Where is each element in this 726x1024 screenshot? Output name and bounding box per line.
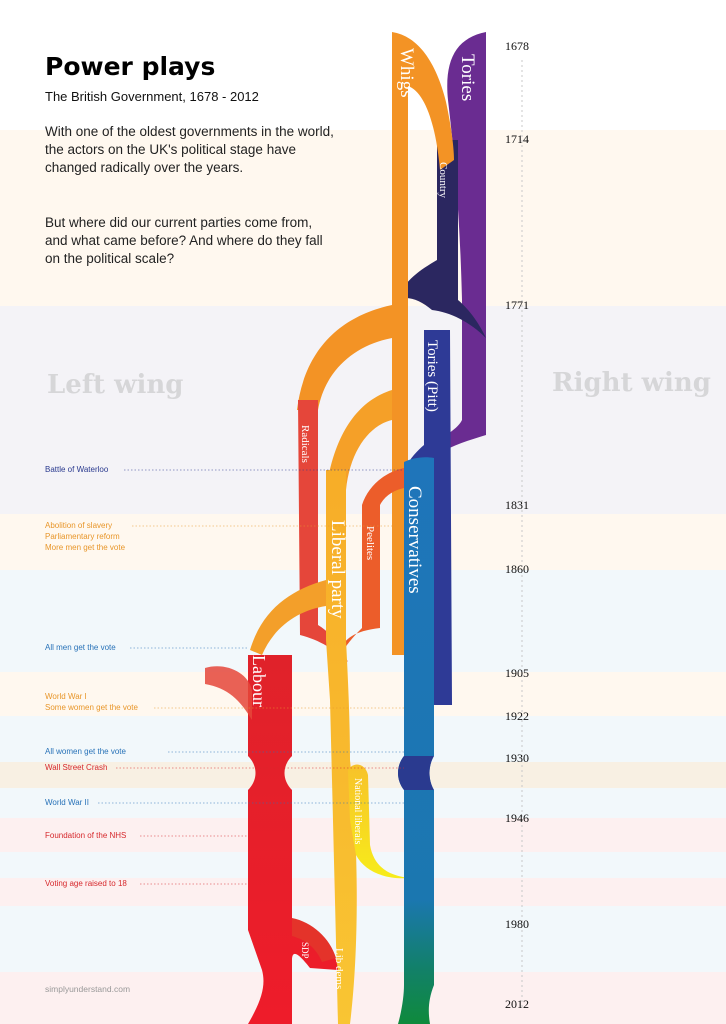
year-label: 1678 bbox=[505, 39, 529, 53]
party-label-peelites: Peelites bbox=[364, 526, 376, 560]
page-title: Power plays bbox=[45, 52, 216, 81]
conservatives-pinch bbox=[398, 756, 434, 790]
era-band bbox=[0, 716, 726, 762]
year-label: 1714 bbox=[505, 132, 529, 146]
event-world-war-2: World War II bbox=[45, 798, 90, 807]
era-band bbox=[0, 878, 726, 906]
conservatives-stream bbox=[398, 457, 434, 1024]
year-label: 1860 bbox=[505, 562, 529, 576]
party-label-radicals: Radicals bbox=[299, 425, 311, 463]
era-band bbox=[0, 130, 726, 306]
event-battle-of-waterloo: Battle of Waterloo bbox=[45, 465, 109, 474]
page-subtitle: The British Government, 1678 - 2012 bbox=[45, 89, 259, 104]
labour-stream bbox=[248, 655, 338, 1024]
party-label-whigs: Whigs bbox=[396, 48, 417, 98]
country-stream bbox=[396, 140, 486, 338]
source-credit: simplyunderstand.com bbox=[45, 984, 131, 994]
right-wing-label: Right wing bbox=[552, 368, 711, 398]
whigs-branch bbox=[326, 390, 392, 490]
party-label-conservatives: Conservatives bbox=[404, 486, 425, 594]
party-label-sdp: SDP bbox=[300, 942, 310, 959]
liberal-branch bbox=[250, 580, 326, 655]
liberal-stream bbox=[326, 470, 357, 1024]
event-world-war-1: World War I bbox=[45, 692, 87, 701]
left-wing-label: Left wing bbox=[47, 370, 184, 400]
party-label-labour: Labour bbox=[249, 655, 269, 707]
party-label-national-liberals: National liberals bbox=[352, 778, 363, 844]
tories-stream bbox=[437, 32, 486, 455]
year-label: 2012 bbox=[505, 997, 529, 1011]
event-all-men-vote: All men get the vote bbox=[45, 643, 116, 652]
whigs-branch bbox=[297, 305, 392, 410]
labour-feeder bbox=[205, 666, 252, 720]
party-label-tories: Tories bbox=[457, 54, 478, 101]
era-band bbox=[0, 906, 726, 926]
era-band bbox=[0, 926, 726, 972]
sdp-stream bbox=[292, 918, 336, 962]
event-parliamentary-reform: Parliamentary reform bbox=[45, 532, 120, 541]
party-label-liberal: Liberal party bbox=[327, 520, 348, 619]
year-label: 1980 bbox=[505, 917, 529, 931]
party-label-lib-dems: Lib dems bbox=[333, 948, 345, 989]
national-liberals-stream bbox=[348, 764, 410, 879]
event-some-women-vote: Some women get the vote bbox=[45, 703, 138, 712]
party-label-country: Country bbox=[437, 162, 449, 199]
year-label: 1905 bbox=[505, 666, 529, 680]
event-more-men-vote: More men get the vote bbox=[45, 543, 126, 552]
year-label: 1831 bbox=[505, 498, 529, 512]
era-band bbox=[0, 672, 726, 716]
event-voting-age-18: Voting age raised to 18 bbox=[45, 879, 127, 888]
peelites-stream bbox=[338, 468, 404, 662]
intro-paragraph: With one of the oldest governments in th… bbox=[45, 124, 334, 175]
event-wall-street-crash: Wall Street Crash bbox=[45, 763, 108, 772]
year-label: 1930 bbox=[505, 751, 529, 765]
event-all-women-vote: All women get the vote bbox=[45, 747, 126, 756]
era-band bbox=[0, 972, 726, 1024]
tories-pitt-stream bbox=[404, 330, 452, 705]
year-label: 1922 bbox=[505, 709, 529, 723]
event-abolition-of-slavery: Abolition of slavery bbox=[45, 521, 113, 530]
year-label: 1771 bbox=[505, 298, 529, 312]
year-label: 1946 bbox=[505, 811, 529, 825]
intro-paragraph: But where did our current parties come f… bbox=[45, 215, 323, 266]
event-foundation-nhs: Foundation of the NHS bbox=[45, 831, 127, 840]
party-label-tories-pitt: Tories (Pitt) bbox=[424, 340, 440, 412]
